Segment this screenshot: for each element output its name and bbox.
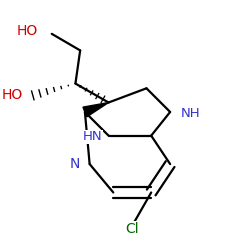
Text: HN: HN xyxy=(83,130,103,143)
Text: HO: HO xyxy=(2,88,23,102)
Text: N: N xyxy=(70,157,80,171)
Text: NH: NH xyxy=(181,107,201,120)
Text: Cl: Cl xyxy=(126,222,139,236)
Text: HO: HO xyxy=(16,24,38,38)
Polygon shape xyxy=(83,102,108,117)
